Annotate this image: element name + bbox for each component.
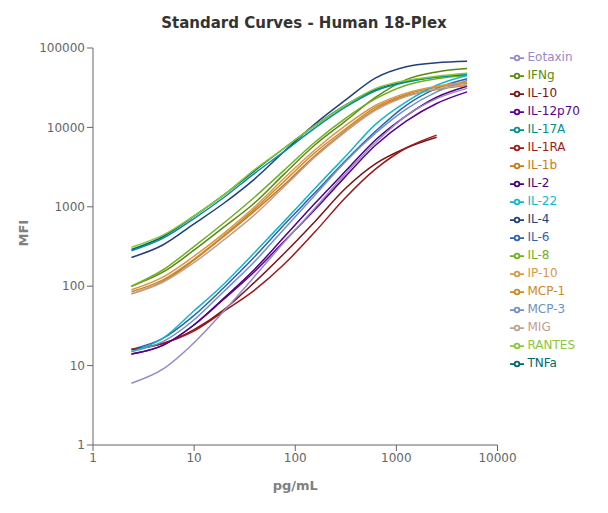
html-text:IP-10: IP-10 [527, 266, 558, 280]
svg-text:100000: 100000 [39, 41, 85, 55]
html-text:IL-17A: IL-17A [527, 122, 566, 136]
svg-text:10: 10 [186, 451, 201, 465]
html-text:IFNg: IFNg [527, 68, 555, 82]
svg-text:10: 10 [70, 359, 85, 373]
html-text:IL-10: IL-10 [527, 86, 558, 100]
html-text:Standard Curves - Human 18-Ple: Standard Curves - Human 18-Plex [161, 14, 447, 32]
svg-text:MFI: MFI [16, 220, 31, 247]
html-text:IL-2: IL-2 [527, 176, 550, 190]
svg-text:1000: 1000 [54, 200, 85, 214]
svg-text:1: 1 [89, 451, 97, 465]
html-text:IL-1b: IL-1b [527, 158, 558, 172]
html-text:IL-6: IL-6 [527, 230, 550, 244]
html-text:MCP-3: MCP-3 [527, 302, 566, 316]
svg-text:1000: 1000 [381, 451, 412, 465]
html-text:IL-8: IL-8 [527, 248, 550, 262]
html-text:IL-1RA: IL-1RA [527, 140, 566, 154]
html-text:TNFa: TNFa [527, 356, 557, 370]
svg-text:1: 1 [77, 438, 85, 452]
html-text:MCP-1: MCP-1 [527, 284, 566, 298]
html-text:Eotaxin: Eotaxin [527, 50, 573, 64]
html-text:RANTES: RANTES [527, 338, 576, 352]
svg-text:100: 100 [284, 451, 307, 465]
html-text:IL-12p70: IL-12p70 [527, 104, 580, 118]
svg-text:pg/mL: pg/mL [273, 478, 318, 493]
svg-text:100: 100 [62, 279, 85, 293]
svg-text:10000: 10000 [478, 451, 516, 465]
html-text:MIG: MIG [527, 320, 551, 334]
html-text:IL-4: IL-4 [527, 212, 550, 226]
html-text:IL-22: IL-22 [527, 194, 558, 208]
svg-text:10000: 10000 [47, 121, 85, 135]
